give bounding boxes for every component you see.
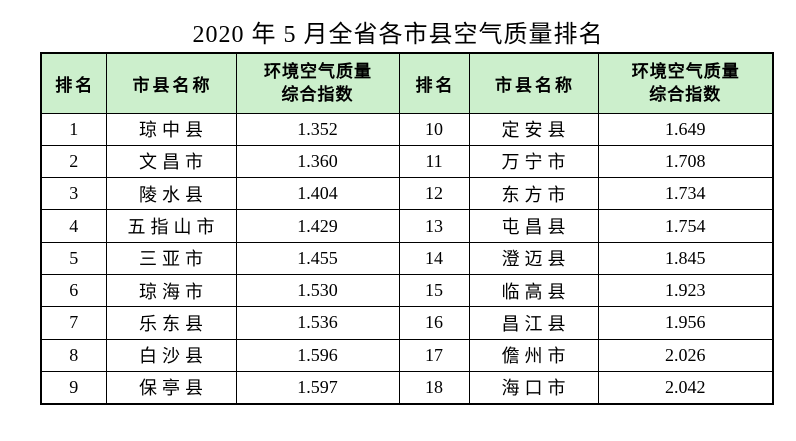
table-row: 6 琼海市 1.530 15 临高县 1.923: [40, 273, 774, 308]
rank-cell-left: 4: [40, 209, 107, 243]
table-row: 3 陵水县 1.404 12 东方市 1.734: [40, 177, 774, 211]
rank-cell-right: 11: [398, 144, 470, 179]
index-cell-left: 1.536: [235, 306, 400, 340]
table-body: 1 琼中县 1.352 10 定安县 1.649 2 文昌市 1.360 11 …: [40, 112, 774, 405]
name-cell-left: 乐东县: [105, 306, 237, 340]
rank-cell-left: 2: [40, 144, 107, 179]
name-cell-left: 陵水县: [105, 177, 237, 211]
index-cell-right: 1.734: [597, 177, 774, 211]
index-cell-right: 1.649: [597, 112, 774, 146]
name-cell-right: 临高县: [468, 273, 599, 308]
index-cell-right: 1.845: [597, 241, 774, 275]
table-row: 8 白沙县 1.596 17 儋州市 2.026: [40, 338, 774, 372]
name-cell-left: 琼海市: [105, 273, 237, 308]
rank-cell-right: 13: [398, 209, 470, 243]
rank-cell-right: 18: [398, 370, 470, 405]
index-cell-right: 1.754: [597, 209, 774, 243]
rank-cell-right: 10: [398, 112, 470, 146]
name-cell-left: 五指山市: [105, 209, 237, 243]
name-header-right: 市县名称: [468, 52, 599, 114]
name-cell-right: 澄迈县: [468, 241, 599, 275]
name-cell-right: 海口市: [468, 370, 599, 405]
name-cell-right: 定安县: [468, 112, 599, 146]
index-cell-left: 1.352: [235, 112, 400, 146]
index-cell-right: 1.956: [597, 306, 774, 340]
rank-cell-right: 12: [398, 177, 470, 211]
index-cell-left: 1.597: [235, 370, 400, 405]
name-cell-right: 万宁市: [468, 144, 599, 179]
index-cell-left: 1.360: [235, 144, 400, 179]
air-quality-ranking-table: 排名 市县名称 环境空气质量 综合指数 排名 市县名称 环境空气质量 综合指数 …: [40, 52, 774, 405]
rank-cell-left: 7: [40, 306, 107, 340]
index-cell-right: 1.708: [597, 144, 774, 179]
table-row: 4 五指山市 1.429 13 屯昌县 1.754: [40, 209, 774, 243]
rank-cell-right: 15: [398, 273, 470, 308]
name-cell-right: 昌江县: [468, 306, 599, 340]
index-cell-left: 1.596: [235, 338, 400, 372]
table-row: 5 三亚市 1.455 14 澄迈县 1.845: [40, 241, 774, 275]
name-cell-right: 东方市: [468, 177, 599, 211]
rank-cell-left: 8: [40, 338, 107, 372]
rank-cell-right: 14: [398, 241, 470, 275]
rank-cell-right: 16: [398, 306, 470, 340]
index-cell-right: 2.026: [597, 338, 774, 372]
name-cell-left: 三亚市: [105, 241, 237, 275]
table-row: 2 文昌市 1.360 11 万宁市 1.708: [40, 144, 774, 179]
name-cell-left: 琼中县: [105, 112, 237, 146]
index-cell-right: 1.923: [597, 273, 774, 308]
name-cell-left: 文昌市: [105, 144, 237, 179]
rank-cell-left: 9: [40, 370, 107, 405]
name-cell-right: 屯昌县: [468, 209, 599, 243]
name-cell-left: 保亭县: [105, 370, 237, 405]
header-row: 排名 市县名称 环境空气质量 综合指数 排名 市县名称 环境空气质量 综合指数: [40, 52, 774, 114]
table-row: 1 琼中县 1.352 10 定安县 1.649: [40, 112, 774, 146]
table-row: 9 保亭县 1.597 18 海口市 2.042: [40, 370, 774, 405]
rank-cell-right: 17: [398, 338, 470, 372]
index-header-right: 环境空气质量 综合指数: [597, 52, 774, 114]
index-header-left: 环境空气质量 综合指数: [235, 52, 400, 114]
index-cell-left: 1.404: [235, 177, 400, 211]
rank-cell-left: 1: [40, 112, 107, 146]
index-cell-left: 1.455: [235, 241, 400, 275]
index-cell-left: 1.530: [235, 273, 400, 308]
name-cell-right: 儋州市: [468, 338, 599, 372]
index-cell-right: 2.042: [597, 370, 774, 405]
index-cell-left: 1.429: [235, 209, 400, 243]
rank-cell-left: 3: [40, 177, 107, 211]
page-title: 2020 年 5 月全省各市县空气质量排名: [192, 22, 604, 48]
rank-cell-left: 6: [40, 273, 107, 308]
rank-header-right: 排名: [398, 52, 470, 114]
rank-header-left: 排名: [40, 52, 107, 114]
name-cell-left: 白沙县: [105, 338, 237, 372]
table-row: 7 乐东县 1.536 16 昌江县 1.956: [40, 306, 774, 340]
name-header-left: 市县名称: [105, 52, 237, 114]
rank-cell-left: 5: [40, 241, 107, 275]
